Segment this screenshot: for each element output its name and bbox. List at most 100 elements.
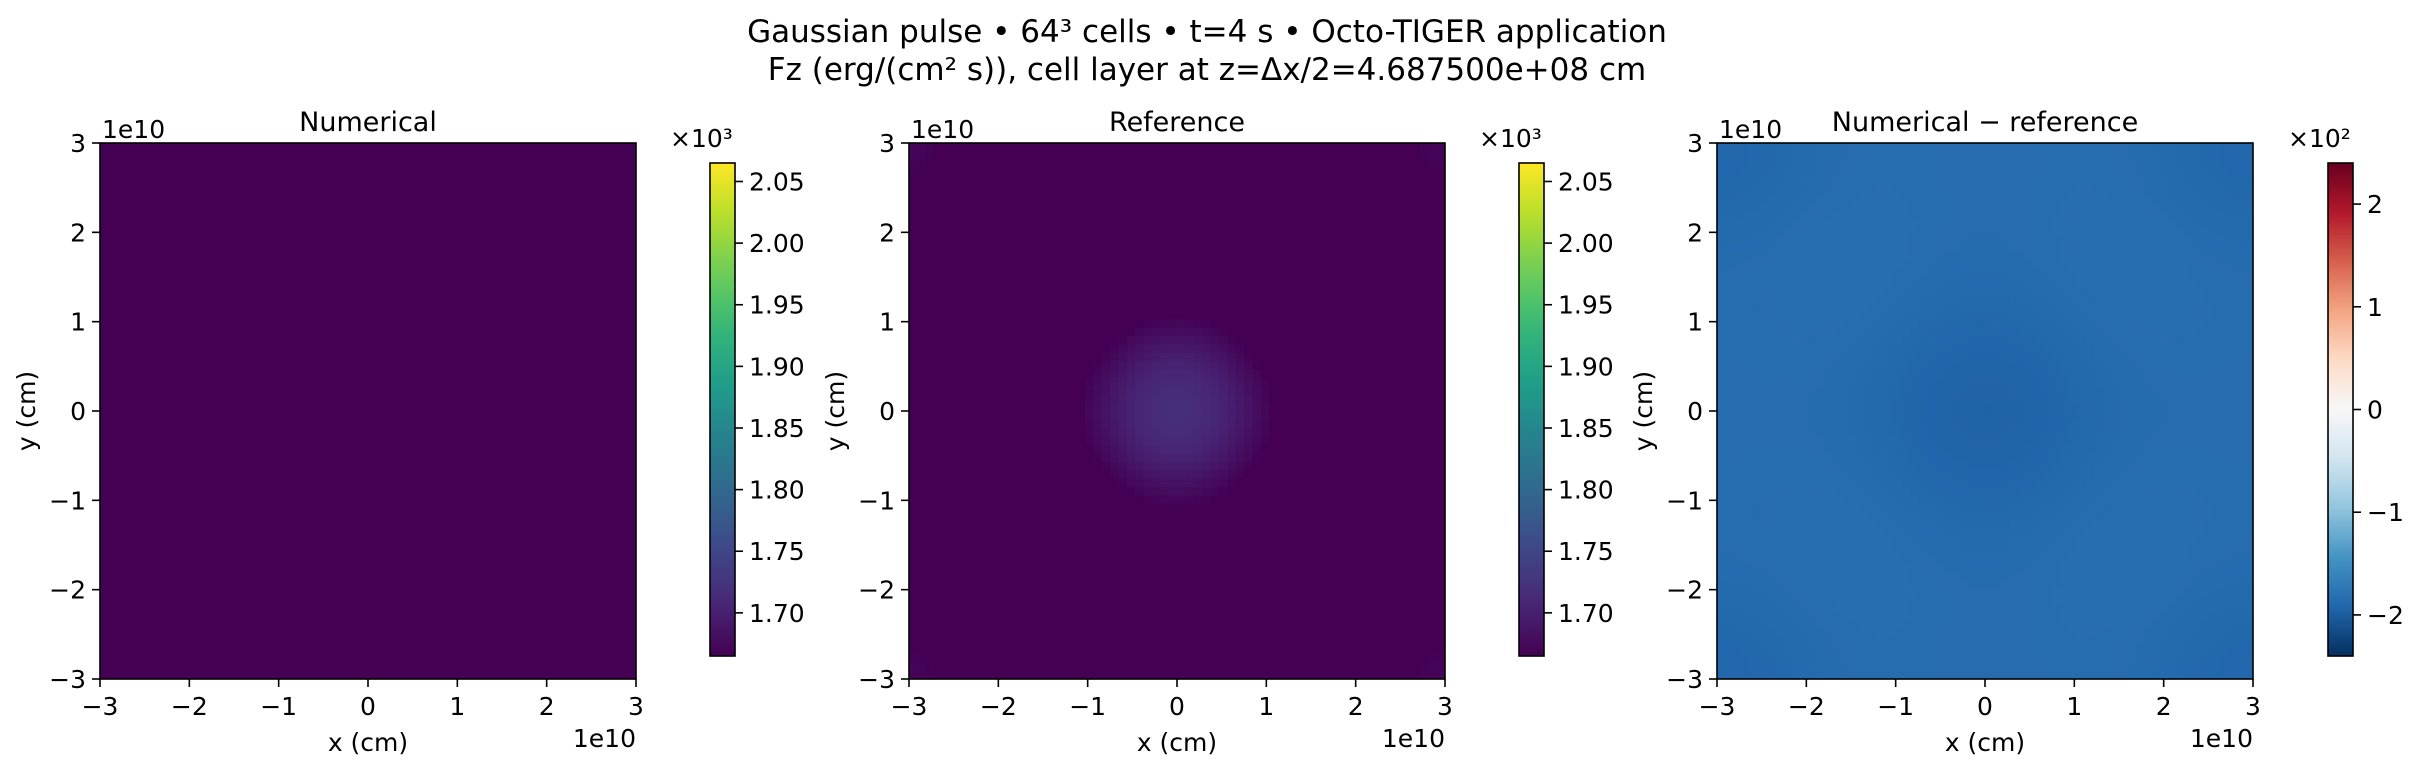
heatmap-cell [250,184,260,194]
heatmap-cell [627,159,637,169]
heatmap-cell [418,268,428,278]
heatmap-cell [108,352,118,362]
heatmap-cell [309,620,319,630]
heatmap-cell [116,411,126,420]
heatmap-cell [569,612,578,621]
heatmap-cell [594,461,604,471]
heatmap-cell [527,318,537,328]
heatmap-cell [502,528,511,538]
heatmap-cell [292,402,302,412]
heatmap-cell [518,377,528,387]
heatmap-cell [627,302,637,312]
heatmap-cell [401,444,411,454]
heatmap-cell [460,511,470,521]
heatmap-cell [208,519,218,529]
heatmap-cell [351,369,361,379]
heatmap-cell [1051,653,1061,663]
heatmap-cell [468,486,478,496]
heatmap-cell [535,511,545,521]
heatmap-cell [435,260,444,270]
heatmap-cell [250,277,260,286]
heatmap-cell [200,168,210,178]
heatmap-cell [602,210,612,219]
heatmap-cell [917,653,927,663]
heatmap-cell [267,662,277,672]
heatmap-cell [909,612,918,621]
heatmap-cell [376,327,386,337]
heatmap-cell [368,268,377,278]
heatmap-cell [309,260,319,270]
heatmap-cell [326,419,336,429]
heatmap-cell [167,511,176,521]
heatmap-cell [518,327,528,337]
heatmap-cell [326,159,336,169]
heatmap-cell [1068,620,1078,630]
heatmap-cell [108,561,118,571]
heatmap-cell [393,176,403,186]
heatmap-cell [451,327,461,337]
heatmap-cell [942,578,952,588]
heatmap-cell [100,620,109,630]
heatmap-cell [225,318,235,328]
heatmap-cell [275,452,285,462]
heatmap-cell [426,151,436,161]
heatmap-cell [1118,670,1128,680]
heatmap-cell [594,251,604,261]
heatmap-cell [108,545,118,554]
heatmap-cell [577,444,587,454]
heatmap-cell [359,519,369,529]
heatmap-cell [309,536,319,546]
heatmap-cell [967,570,977,580]
heatmap-cell [141,268,151,278]
heatmap-cell [175,612,185,621]
heatmap-cell [594,201,604,211]
heatmap-cell [259,620,269,630]
heatmap-cell [443,151,453,161]
heatmap-cell [133,251,143,261]
heatmap-cell [116,385,126,395]
heatmap-cell [342,277,352,286]
heatmap-cell [594,436,604,446]
heatmap-cell [602,335,612,345]
heatmap-cell [426,503,436,513]
heatmap-cell [150,503,160,513]
heatmap-cell [133,302,143,312]
heatmap-cell [468,461,478,471]
heatmap-cell [1160,653,1170,663]
heatmap-cell [585,394,595,404]
heatmap-cell [610,545,620,554]
heatmap-cell [502,344,511,353]
heatmap-cell [150,235,160,245]
heatmap-cell [1034,637,1044,647]
heatmap-cell [925,653,935,663]
heatmap-cell [309,176,319,186]
heatmap-cell [535,235,545,245]
heatmap-cell [1336,662,1346,672]
heatmap-cell [959,645,969,655]
heatmap-cell [334,578,344,588]
heatmap-cell [393,478,403,487]
heatmap-cell [1076,595,1086,605]
heatmap-cell [141,168,151,178]
heatmap-cell [259,478,269,487]
heatmap-cell [1143,662,1153,672]
heatmap-cell [502,519,511,529]
heatmap-cell [950,653,960,663]
heatmap-cell [502,411,511,420]
heatmap-cell [560,327,570,337]
heatmap-cell [1369,586,1379,596]
heatmap-cell [250,318,260,328]
heatmap-cell [967,612,977,621]
heatmap-cell [934,645,944,655]
heatmap-cell [468,645,478,655]
heatmap-cell [192,385,202,395]
heatmap-cell [401,226,411,236]
heatmap-cell [1185,578,1195,588]
heatmap-cell [485,360,495,370]
heatmap-cell [158,318,168,328]
heatmap-cell [610,268,620,278]
heatmap-cell [183,637,193,647]
heatmap-cell [577,670,587,680]
heatmap-cell [485,377,495,387]
